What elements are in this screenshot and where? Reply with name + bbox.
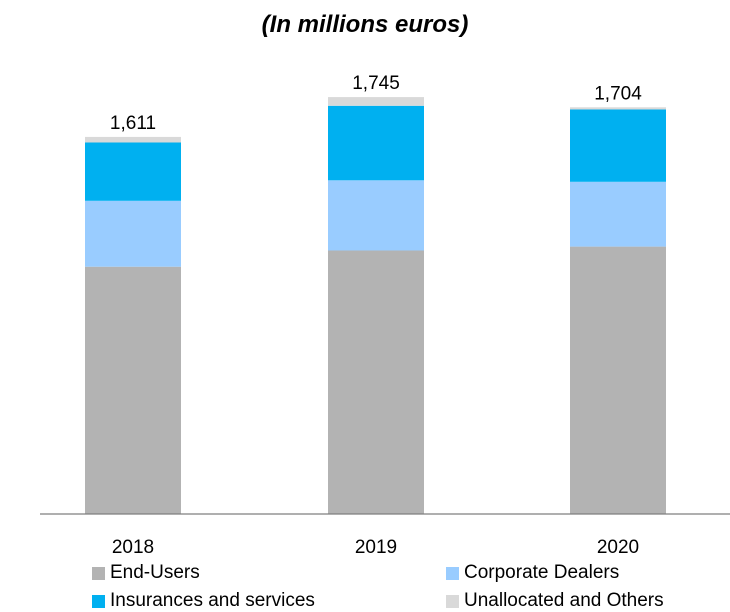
bar-segment-2019-unallocated-and-others [328,97,424,106]
stacked-bar-chart: 1,611 2018 1,745 2019 1,704 2020 [40,73,730,558]
labels-group: 1,611 2018 1,745 2019 1,704 2020 [110,73,642,558]
chart-title: (In millions euros) [261,11,469,38]
total-label-2020: 1,704 [594,83,642,104]
legend-item-insurances-and-services: Insurances and services [92,590,315,612]
bars-group [85,97,666,514]
bar-segment-2020-end-users [570,246,666,514]
bar-segment-2018-end-users [85,266,181,514]
x-tick-label-2019: 2019 [355,537,397,558]
legend-label-unallocated-and-others: Unallocated and Others [464,590,664,611]
legend-swatch-end-users [92,566,105,580]
total-label-2018: 1,611 [110,113,156,134]
legend-label-insurances-and-services: Insurances and services [110,590,315,611]
legend-item-unallocated-and-others: Unallocated and Others [446,590,664,612]
legend-swatch-insurances-and-services [92,594,105,608]
bar-segment-2020-insurances-and-services [570,109,666,182]
legend-swatch-unallocated-and-others [446,594,459,608]
bar-segment-2018-insurances-and-services [85,142,181,201]
legend-item-end-users: End-Users [92,562,200,584]
bar-segment-2019-insurances-and-services [328,105,424,181]
bar-segment-2020-corporate-dealers [570,181,666,247]
x-tick-label-2018: 2018 [112,537,154,558]
bar-segment-2019-end-users [328,250,424,514]
total-label-2019: 1,745 [352,73,400,94]
legend-label-corporate-dealers: Corporate Dealers [464,562,620,583]
legend-item-corporate-dealers: Corporate Dealers [446,562,619,584]
bar-segment-2018-corporate-dealers [85,200,181,267]
x-tick-label-2020: 2020 [597,537,639,558]
bar-segment-2020-unallocated-and-others [570,107,666,110]
legend-label-end-users: End-Users [110,562,200,583]
bar-segment-2019-corporate-dealers [328,180,424,251]
bar-segment-2018-unallocated-and-others [85,136,181,143]
legend-swatch-corporate-dealers [446,566,459,580]
legend: End-Users Corporate Dealers Insurances a… [92,562,712,612]
